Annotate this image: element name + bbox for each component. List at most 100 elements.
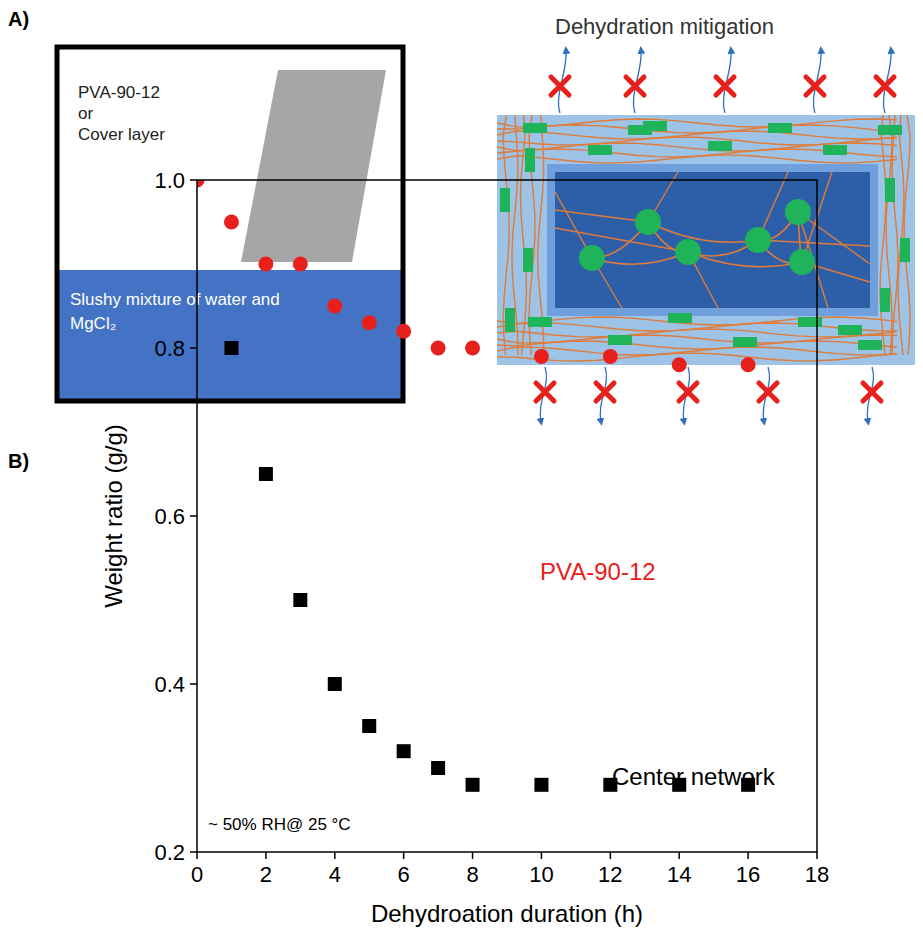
blocked-mark [876, 77, 894, 95]
panel-label: B) [8, 450, 29, 472]
data-point [534, 778, 548, 792]
fiber [898, 115, 904, 355]
inner-glow [547, 164, 878, 316]
fiber [497, 341, 897, 349]
data-point [293, 593, 307, 607]
crystallite [878, 125, 902, 135]
x-tick-label: 6 [398, 862, 410, 887]
crystallite [523, 248, 533, 272]
box-text: or [78, 104, 93, 123]
crystallite [880, 288, 890, 312]
center-network [555, 172, 870, 308]
blocked-mark [626, 77, 644, 95]
crosslink-node [745, 227, 771, 253]
x-tick-label: 16 [736, 862, 760, 887]
annotation: ~ 50% RH@ 25 °C [208, 815, 351, 834]
outer-layer [497, 115, 915, 365]
x-tick-label: 18 [805, 862, 829, 887]
y-tick [190, 179, 197, 181]
crystallite [708, 141, 732, 151]
data-point [672, 357, 687, 372]
y-tick-label: 1.0 [154, 168, 185, 193]
data-point [397, 744, 411, 758]
x-tick [334, 852, 336, 859]
x-tick-label: 12 [598, 862, 622, 887]
fiber [497, 329, 897, 337]
crosslink-node [635, 209, 661, 235]
network-chain [758, 240, 870, 246]
crosslink-node [785, 199, 811, 225]
x-tick [610, 852, 612, 859]
crystallite [900, 238, 910, 262]
y-tick-label: 0.2 [154, 840, 185, 865]
y-tick-label: 0.6 [154, 504, 185, 529]
plot-marks [197, 180, 756, 792]
y-tick [190, 851, 197, 853]
crystallite [608, 335, 632, 345]
series-label: PVA-90-12 [540, 558, 656, 585]
x-tick [816, 852, 818, 859]
data-point [396, 324, 411, 339]
y-tick [190, 515, 197, 517]
diagram-title: Dehydration mitigation [555, 14, 774, 39]
data-point [431, 341, 446, 356]
data-point [466, 778, 480, 792]
x-tick [678, 852, 680, 859]
fiber [497, 125, 897, 133]
fiber [904, 115, 910, 355]
x-tick [265, 852, 267, 859]
network-chain [648, 222, 758, 242]
x-tick [747, 852, 749, 859]
panel-label: A) [8, 8, 29, 30]
series-label: Center network [612, 763, 776, 790]
x-tick-label: 8 [466, 862, 478, 887]
network-chain [555, 210, 648, 222]
x-tick [403, 852, 405, 859]
data-point [431, 761, 445, 775]
y-axis-title: Weight ratio (g/g) [100, 424, 127, 608]
y-tick-label: 0.4 [154, 672, 185, 697]
crystallite [588, 145, 612, 155]
network-chain [592, 252, 688, 264]
bath-text: MgCl₂ [70, 314, 116, 333]
x-tick-label: 4 [329, 862, 341, 887]
blocked-mark [806, 77, 824, 95]
y-tick-label: 0.8 [154, 336, 185, 361]
crystallite [668, 313, 692, 323]
blocked-mark [679, 383, 697, 401]
blocked-mark [551, 77, 569, 95]
blocked-mark [716, 77, 734, 95]
crystallite [885, 178, 895, 202]
data-point [534, 349, 549, 364]
x-tick-label: 0 [191, 862, 203, 887]
x-tick [541, 852, 543, 859]
data-point [293, 257, 308, 272]
crosslink-node [675, 239, 701, 265]
plot-frame [197, 180, 817, 852]
crystallite [628, 125, 652, 135]
x-axis-title: Dehydroation duration (h) [371, 900, 643, 927]
x-tick [196, 852, 198, 859]
crystallite [733, 337, 757, 347]
blocked-mark [759, 383, 777, 401]
blocked-mark [863, 383, 881, 401]
network-chain [688, 252, 802, 267]
x-tick-label: 2 [260, 862, 272, 887]
blocked-mark [596, 383, 614, 401]
data-point [603, 349, 618, 364]
bath-text: Slushy mixture of water and [70, 290, 280, 309]
crosslink-node [579, 245, 605, 271]
x-tick-label: 14 [667, 862, 691, 887]
crystallite [525, 148, 535, 172]
crystallite [858, 340, 882, 350]
crystallite [505, 308, 515, 332]
x-tick-label: 10 [529, 862, 553, 887]
crystallite [523, 123, 547, 133]
y-tick [190, 683, 197, 685]
x-tick [472, 852, 474, 859]
fiber [497, 353, 897, 361]
data-point [259, 467, 273, 481]
crystallite [528, 317, 552, 327]
data-point [741, 357, 756, 372]
data-point [197, 180, 205, 188]
